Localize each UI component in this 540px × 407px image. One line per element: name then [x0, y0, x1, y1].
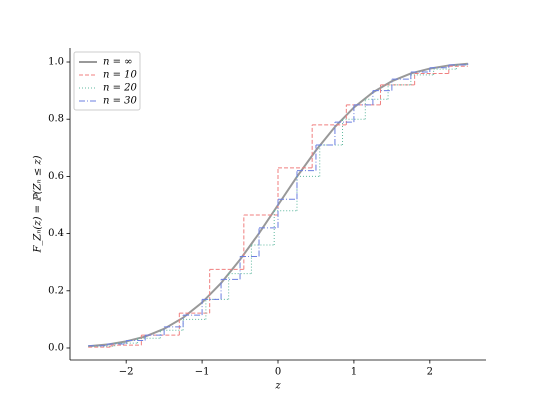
y-tick-label: 0.2 [48, 285, 64, 296]
x-tick-label: 2 [427, 367, 433, 378]
legend-box [73, 51, 141, 111]
x-tick-label: 1 [351, 367, 357, 378]
y-tick-label: 0.6 [48, 171, 64, 182]
legend-label: n = 10 [103, 70, 138, 81]
x-tick-label: −2 [119, 367, 134, 378]
x-axis-label: z [274, 381, 281, 392]
legend-label: n = 20 [103, 83, 138, 94]
x-tick-label: −1 [195, 367, 210, 378]
y-tick-label: 1.0 [48, 57, 64, 68]
legend-label: n = ∞ [103, 57, 133, 68]
y-tick-label: 0.8 [48, 114, 64, 125]
y-axis-label: F_Zₙ(z) = ℙ(Zₙ ≤ z) [33, 155, 44, 253]
x-tick-label: 0 [275, 367, 281, 378]
y-tick-label: 0.0 [48, 342, 64, 353]
y-tick-label: 0.4 [48, 228, 64, 239]
legend-label: n = 30 [103, 96, 138, 107]
